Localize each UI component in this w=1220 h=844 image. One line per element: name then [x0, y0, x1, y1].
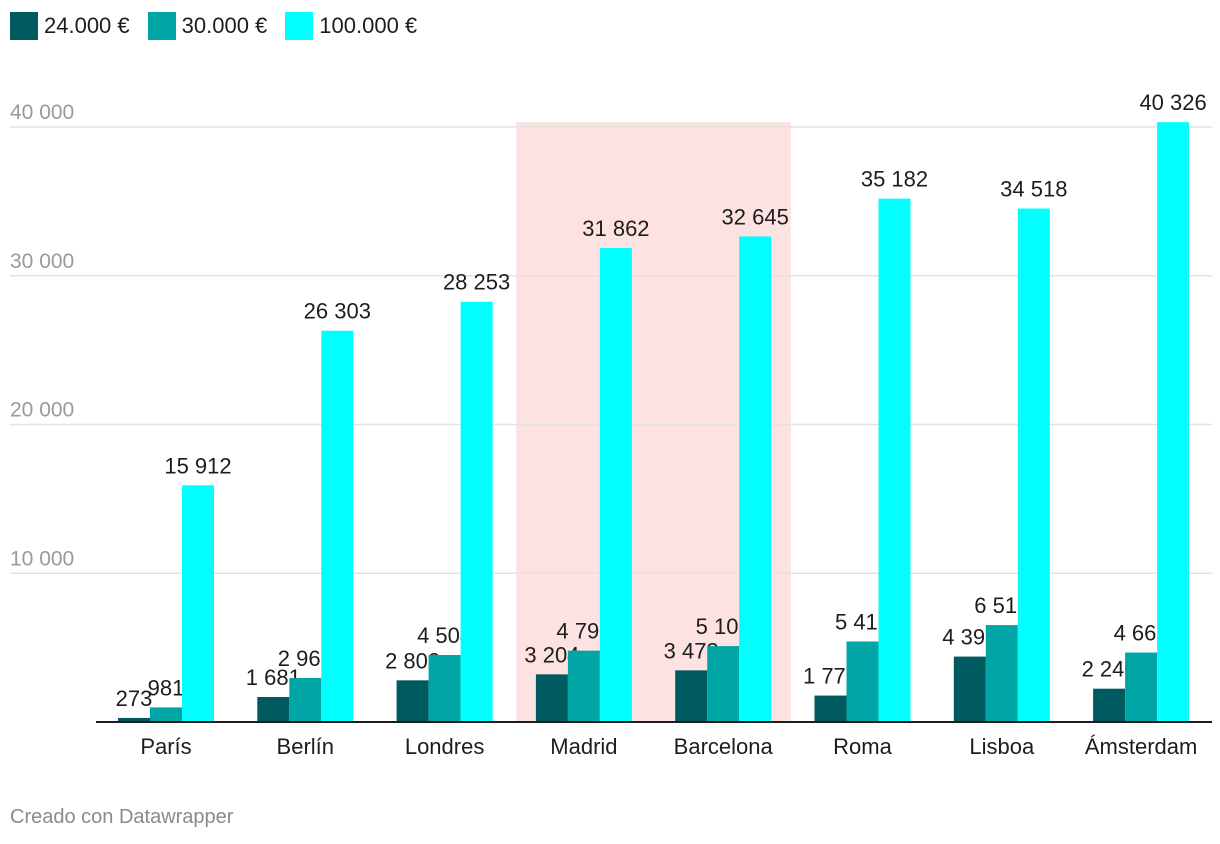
x-tick-label: Barcelona	[674, 734, 774, 759]
bar	[599, 248, 632, 723]
bar	[428, 655, 461, 722]
bar	[1017, 208, 1050, 723]
bar	[846, 641, 879, 722]
data-label: 31 862	[582, 216, 649, 241]
bar	[321, 330, 354, 722]
data-label: 981	[148, 675, 185, 700]
bar	[535, 674, 568, 722]
data-label: 273	[116, 686, 153, 711]
legend-swatch-100000	[285, 12, 314, 40]
legend-label-24000: 24.000 €	[44, 13, 130, 38]
bar	[953, 656, 986, 722]
legend: 24.000 € 30.000 € 100.000 €	[10, 12, 417, 40]
x-tick-label: Roma	[833, 734, 892, 759]
legend-item-100000[interactable]: 100.000 €	[285, 12, 417, 40]
credit-text: Creado con Datawrapper	[10, 806, 234, 828]
data-label: 40 326	[1139, 90, 1206, 115]
bar	[814, 695, 847, 722]
legend-swatch-30000	[147, 12, 176, 40]
bar	[1093, 688, 1126, 722]
legend-item-30000[interactable]: 30.000 €	[147, 12, 268, 40]
x-tick-label: París	[140, 734, 191, 759]
bar	[707, 646, 740, 722]
data-label: 28 253	[443, 270, 510, 295]
x-tick-label: Ámsterdam	[1085, 734, 1197, 759]
bar	[567, 650, 600, 722]
y-tick-label: 40 000	[10, 101, 74, 124]
bar	[1125, 652, 1158, 722]
bar	[985, 625, 1018, 722]
y-tick-label: 10 000	[10, 547, 74, 570]
data-label: 34 518	[1000, 177, 1067, 202]
bar	[675, 670, 708, 722]
x-tick-label: Berlín	[277, 734, 334, 759]
bar	[460, 301, 493, 722]
bar	[118, 717, 150, 722]
x-tick-label: Londres	[405, 734, 485, 759]
legend-swatch-24000	[10, 12, 38, 40]
x-tick-label: Madrid	[550, 734, 617, 759]
x-tick-label: Lisboa	[969, 734, 1035, 759]
legend-label-30000: 30.000 €	[181, 13, 268, 38]
bar	[878, 198, 911, 723]
bar	[150, 707, 182, 722]
legend-label-100000: 100.000 €	[319, 13, 418, 38]
data-label: 15 912	[164, 453, 231, 478]
bar	[182, 485, 214, 722]
bar	[739, 236, 772, 722]
bar	[396, 680, 429, 722]
legend-item-24000[interactable]: 24.000 €	[10, 12, 130, 40]
y-tick-label: 30 000	[10, 250, 74, 273]
bar	[257, 696, 290, 722]
y-tick-label: 20 000	[10, 399, 74, 422]
data-label: 32 645	[722, 204, 789, 229]
bar	[289, 677, 322, 722]
bar	[1157, 122, 1190, 722]
data-label: 35 182	[861, 167, 928, 192]
data-label: 26 303	[304, 299, 371, 324]
